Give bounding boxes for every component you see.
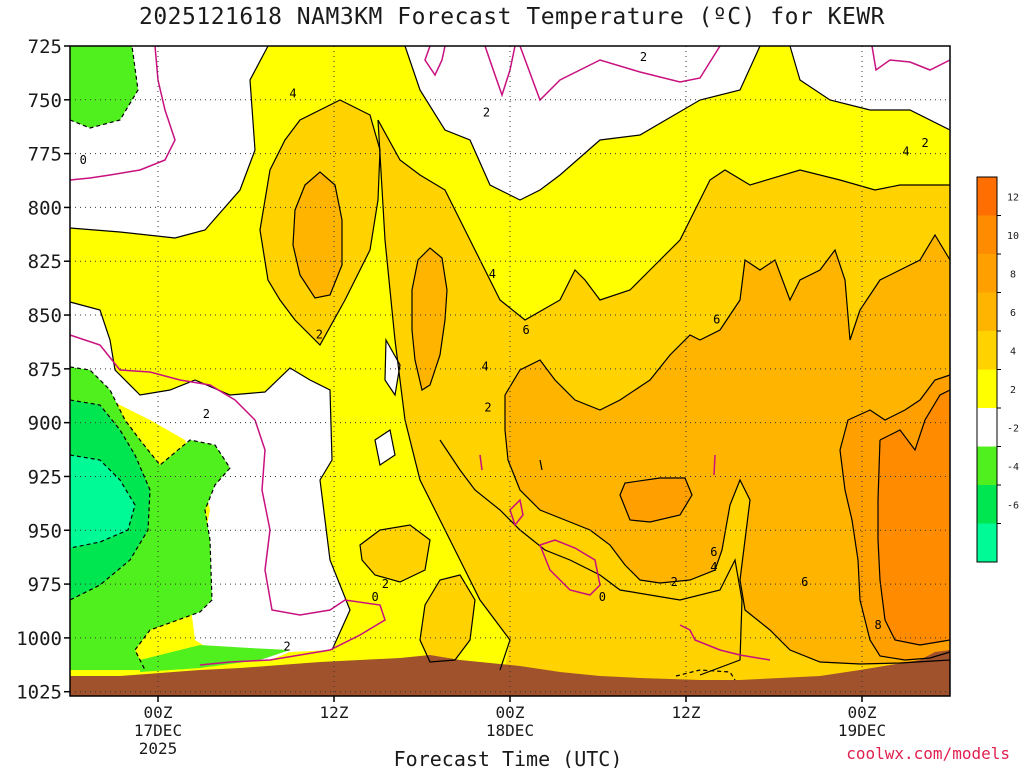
x-tick-label: 00Z — [848, 703, 877, 722]
x-tick-label: 2025 — [139, 739, 178, 758]
contour-label: 6 — [523, 323, 530, 337]
contour-lines-negative — [69, 45, 736, 681]
y-tick-label: 925 — [28, 466, 62, 488]
contour-label: 0 — [371, 590, 378, 604]
colorbar-label: 2 — [1010, 385, 1016, 396]
x-tick-label: 00Z — [496, 703, 525, 722]
colorbar-swatch — [977, 485, 997, 524]
contour-label: 4 — [489, 267, 496, 281]
watermark: coolwx.com/models — [846, 744, 1010, 763]
x-tick-label: 17DEC — [134, 721, 182, 740]
x-tick-label: 12Z — [320, 703, 349, 722]
contour-label: 4 — [902, 144, 909, 158]
y-tick-label: 950 — [28, 520, 62, 542]
colorbar-label: 12 — [1007, 192, 1019, 203]
temp-band-10-12 — [878, 390, 950, 645]
zero-isotherm — [69, 45, 951, 666]
contour-label: 0 — [80, 153, 87, 167]
y-tick-label: 850 — [28, 305, 62, 327]
contour-label: 2 — [382, 577, 389, 591]
contour-label: 2 — [483, 106, 490, 120]
y-tick-label: 825 — [28, 251, 62, 273]
colorbar-swatch — [977, 446, 997, 485]
colorbar-swatch — [977, 523, 997, 562]
y-tick-label: 750 — [28, 90, 62, 112]
temp-band-neg2-2 — [790, 46, 950, 130]
y-tick-label: 900 — [28, 413, 62, 435]
colorbar-swatch — [977, 215, 997, 254]
colorbar: 12 10 8 6 4 2 -2 -4 -6 — [976, 176, 1019, 563]
x-axis-title: Forecast Time (UTC) — [394, 747, 623, 768]
contour-label: 4 — [481, 360, 488, 374]
colorbar-swatch — [977, 331, 997, 370]
colorbar-label: 10 — [1007, 231, 1019, 242]
contour-label: 8 — [875, 618, 882, 632]
contour-lines — [69, 45, 951, 676]
temp-band-4-6 — [420, 575, 475, 662]
contour-label: 2 — [283, 639, 290, 653]
contour-label: 6 — [710, 545, 717, 559]
colorbar-swatch — [977, 408, 997, 447]
temp-band-8-10 — [620, 478, 692, 522]
colorbar-label: -6 — [1007, 500, 1019, 511]
contour-label: 6 — [801, 575, 808, 589]
temp-band-neg8-neg6 — [70, 455, 135, 548]
contour-label: 2 — [484, 401, 491, 415]
y-tick-label: 775 — [28, 144, 62, 166]
contour-label: 2 — [203, 407, 210, 421]
temp-band-neg4-neg2 — [70, 46, 138, 128]
chart-title: 2025121618 NAM3KM Forecast Temperature (… — [138, 4, 886, 30]
colorbar-swatch — [977, 254, 997, 293]
contour-label: 6 — [713, 312, 720, 326]
contour-label: 2 — [316, 327, 323, 341]
temp-band-neg2-2 — [385, 340, 400, 395]
contour-label: 2 — [671, 575, 678, 589]
x-tick-label: 00Z — [144, 703, 173, 722]
y-tick-label: 875 — [28, 359, 62, 381]
contour-label: 2 — [640, 50, 647, 64]
temp-band-6-8 — [505, 235, 950, 664]
contour-label: 2 — [921, 136, 928, 150]
colorbar-label: 4 — [1010, 346, 1016, 357]
temp-band-neg4-neg2 — [140, 645, 290, 672]
x-tick-label: 19DEC — [838, 721, 886, 740]
y-tick-label: 800 — [28, 197, 62, 219]
y-tick-label: 1000 — [16, 628, 62, 650]
x-tick-label: 18DEC — [486, 721, 534, 740]
colorbar-label: -2 — [1007, 423, 1019, 434]
contour-label: 0 — [599, 590, 606, 604]
colorbar-label: 8 — [1010, 269, 1016, 280]
colorbar-label: 6 — [1010, 308, 1016, 319]
x-tick-label: 12Z — [672, 703, 701, 722]
temp-band-6-8 — [293, 172, 342, 298]
y-tick-label: 725 — [28, 36, 62, 58]
contour-label: 4 — [710, 560, 717, 574]
colorbar-swatch — [977, 369, 997, 408]
y-tick-label: 1025 — [16, 682, 62, 704]
colorbar-swatch — [977, 177, 997, 216]
terrain — [70, 650, 950, 696]
grid-lines — [70, 46, 950, 696]
contour-label: 4 — [289, 86, 296, 100]
y-tick-label: 975 — [28, 574, 62, 596]
colorbar-label: -4 — [1007, 462, 1019, 473]
temp-band-neg2-2 — [375, 430, 395, 465]
temp-band-neg2-2 — [405, 46, 760, 200]
temp-band-6-8 — [412, 248, 447, 390]
y-axis: 725 750 775 800 825 850 875 900 925 950 975 1000 102… — [16, 36, 70, 704]
temp-band-4-6 — [360, 525, 430, 582]
colorbar-swatch — [977, 292, 997, 331]
